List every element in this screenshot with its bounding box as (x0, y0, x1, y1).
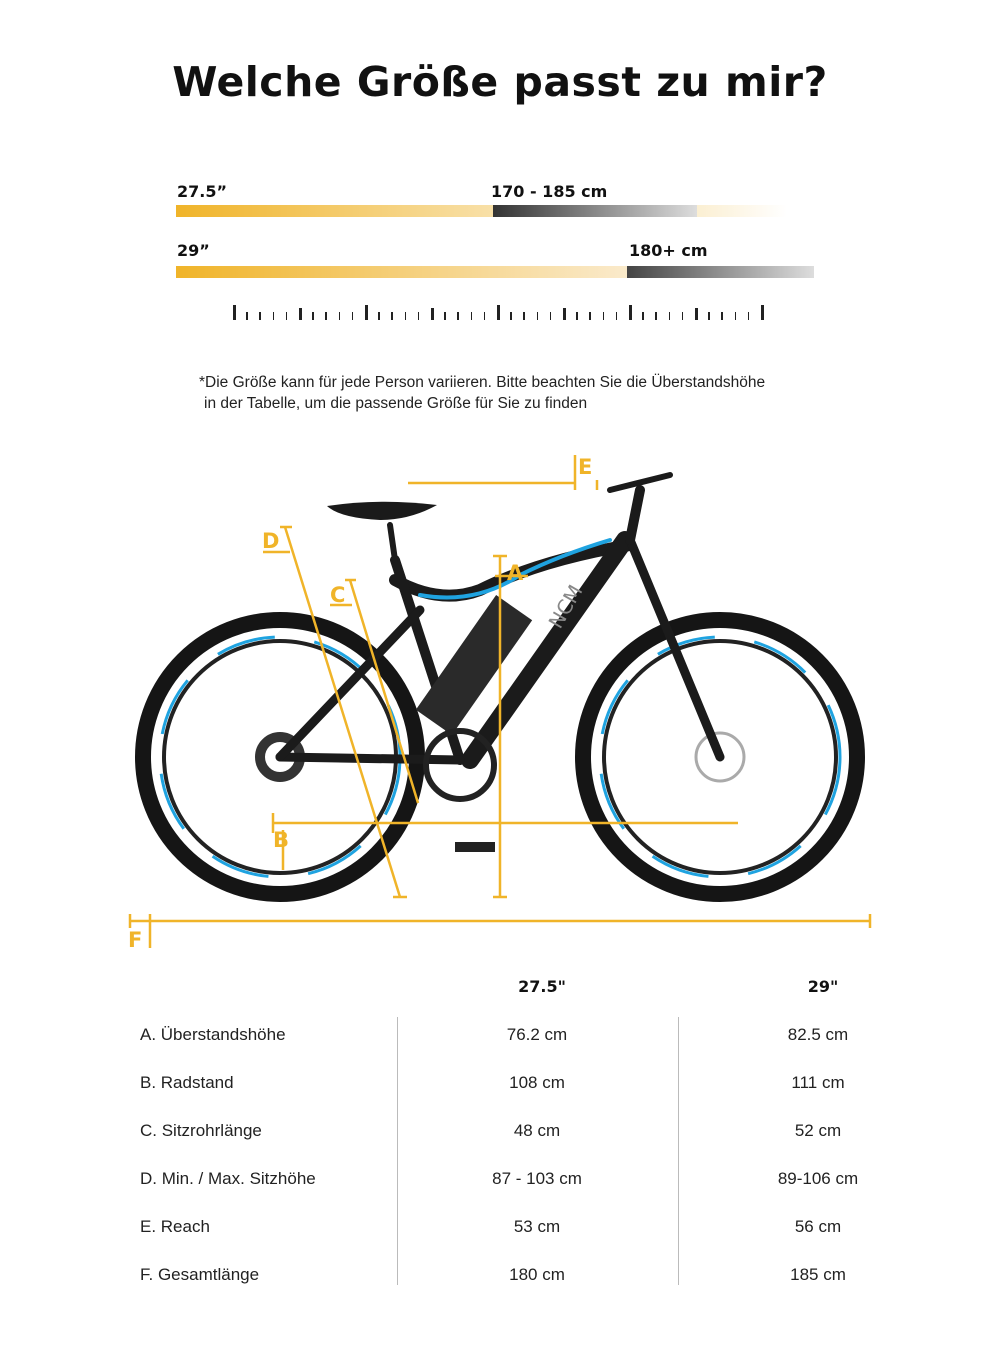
ruler-tick (681, 312, 684, 320)
table-cell-29: 82.5 cm (787, 1025, 849, 1044)
label-b: B (273, 828, 289, 852)
note-line-1: *Die Größe kann für jede Person variiere… (199, 374, 766, 391)
ruler-tick (549, 312, 552, 320)
pedal (455, 842, 495, 852)
ruler-tick (576, 312, 578, 320)
ruler-tick (378, 312, 380, 320)
ruler-tick (444, 312, 446, 320)
table-cell-29: 52 cm (794, 1121, 842, 1140)
size-bar-27-5-fill (176, 205, 493, 217)
ruler-tick (761, 305, 764, 320)
saddle (327, 501, 437, 520)
ruler-tick (497, 305, 500, 320)
page-title: Welche Größe passt zu mir? (172, 58, 828, 106)
label-f: F (128, 928, 142, 952)
table-cell-29: 111 cm (791, 1073, 845, 1092)
ruler-tick (404, 312, 407, 320)
ruler-tick (523, 312, 525, 320)
table-cell-29: 185 cm (790, 1265, 846, 1284)
ruler-tick (259, 312, 261, 320)
ruler-tick (483, 312, 486, 320)
ruler-tick (721, 312, 723, 320)
size-label-27-5: 27.5” (177, 182, 227, 201)
label-d: D (262, 529, 279, 553)
table-row-label: B. Radstand (140, 1073, 234, 1092)
size-bar-27-5-range (493, 205, 697, 217)
ruler-tick (312, 312, 314, 320)
table-row-label: C. Sitzrohrlänge (140, 1121, 262, 1140)
ruler-tick (734, 312, 737, 320)
ruler-tick (615, 312, 618, 320)
battery (415, 595, 533, 735)
ruler-tick (708, 312, 710, 320)
bike-diagram: NCM E A D C B F (128, 455, 872, 952)
table-cell-27-5: 76.2 cm (506, 1025, 568, 1044)
ruler-tick (629, 305, 632, 320)
ruler-tick (299, 308, 302, 320)
ruler-tick (747, 312, 750, 320)
ruler-tick (365, 305, 368, 320)
ruler-tick (272, 312, 275, 320)
ruler-tick (325, 312, 327, 320)
column-divider (678, 1017, 679, 1285)
label-e: E (578, 455, 592, 479)
ruler-tick (470, 312, 473, 320)
table-cell-27-5: 48 cm (513, 1121, 561, 1140)
ruler-tick (285, 312, 288, 320)
table-header-27-5: 27.5" (518, 977, 566, 996)
ruler-tick (417, 312, 420, 320)
ruler-tick (391, 312, 393, 320)
label-c: C (330, 583, 345, 607)
size-bar-27-5-fade (697, 205, 787, 217)
ruler-tick (563, 308, 566, 320)
table-cell-27-5: 87 - 103 cm (492, 1169, 582, 1188)
dimension-lines (128, 455, 872, 948)
column-divider (397, 1017, 398, 1285)
ruler-tick (655, 312, 657, 320)
height-range-29: 180+ cm (629, 241, 708, 260)
ruler-tick (589, 312, 591, 320)
ruler-tick (246, 312, 248, 320)
ruler-tick (510, 312, 512, 320)
table-row-label: F. Gesamtlänge (140, 1265, 260, 1284)
table-cell-29: 89-106 cm (777, 1169, 859, 1188)
table-cell-27-5: 53 cm (513, 1217, 561, 1236)
ruler-tick (536, 312, 539, 320)
height-range-27-5: 170 - 185 cm (491, 182, 608, 201)
chainring (423, 728, 497, 802)
size-bar-29-fill (176, 266, 627, 278)
table-row-label: E. Reach (140, 1217, 210, 1236)
table-row-label: D. Min. / Max. Sitzhöhe (140, 1169, 316, 1188)
table-cell-27-5: 180 cm (509, 1265, 565, 1284)
ruler-tick (233, 305, 236, 320)
ruler-tick (695, 308, 698, 320)
table-header-29: 29" (807, 977, 839, 996)
ruler-tick (338, 312, 341, 320)
size-bar-29-range (627, 266, 814, 278)
ruler-tick (351, 312, 354, 320)
table-cell-29: 56 cm (794, 1217, 842, 1236)
size-label-29: 29” (177, 241, 210, 260)
size-note: *Die Größe kann für jede Person variiere… (199, 372, 765, 414)
ruler-tick (431, 308, 434, 320)
ruler-tick (642, 312, 644, 320)
ruler-tick (457, 312, 459, 320)
label-a: A (507, 561, 524, 585)
ruler-tick (602, 312, 605, 320)
ruler-tick (668, 312, 671, 320)
table-row-label: A. Überstandshöhe (140, 1025, 286, 1044)
front-wheel (575, 612, 865, 902)
note-line-2: in der Tabelle, um die passende Größe fü… (204, 395, 588, 412)
table-cell-27-5: 108 cm (509, 1073, 565, 1092)
